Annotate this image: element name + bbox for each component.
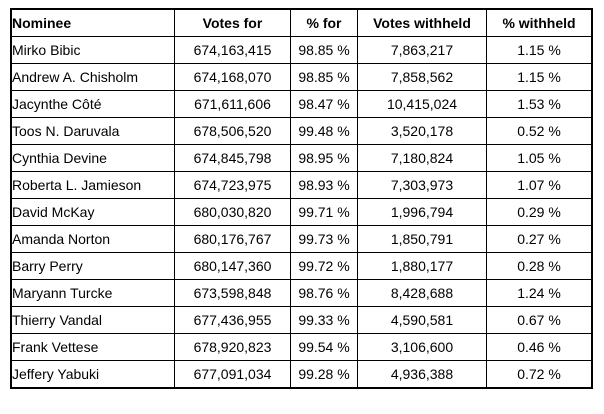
column-header-pct_for: % for [290, 8, 358, 37]
cell-votes_withheld: 10,415,024 [357, 90, 487, 118]
cell-votes_withheld: 7,863,217 [357, 36, 487, 64]
table-header: Nominee Votes for% for Votes withheld% wit… [10, 8, 593, 37]
cell-nominee: Jacynthe Côté [10, 90, 175, 118]
cell-pct_withheld: 0.28 % [486, 252, 593, 280]
table-row: Toos N. Daruvala 678,506,520 99.48 % 3,520,… [10, 117, 593, 145]
cell-votes_for: 680,176,767 [174, 225, 291, 253]
cell-pct_withheld: 0.67 % [486, 306, 593, 334]
table-body: Mirko Bibic 674,163,415 98.85 % 7,863,217 1.… [10, 36, 593, 389]
cell-votes_for: 680,030,820 [174, 198, 291, 226]
cell-nominee: Mirko Bibic [10, 36, 175, 64]
cell-votes_withheld: 7,303,973 [357, 171, 487, 199]
cell-votes_withheld: 1,850,791 [357, 225, 487, 253]
cell-votes_withheld: 4,590,581 [357, 306, 487, 334]
cell-votes_withheld: 7,858,562 [357, 63, 487, 91]
table-row: Jacynthe Côté 671,611,606 98.47 % 10,415,02… [10, 90, 593, 118]
cell-pct_for: 99.72 % [290, 252, 358, 280]
voting-results-table: Nominee Votes for% for Votes withheld% wit… [10, 8, 593, 389]
cell-pct_for: 98.85 % [290, 36, 358, 64]
cell-nominee: Maryann Turcke [10, 279, 175, 307]
cell-votes_withheld: 3,106,600 [357, 333, 487, 361]
cell-pct_withheld: 0.52 % [486, 117, 593, 145]
cell-nominee: Toos N. Daruvala [10, 117, 175, 145]
cell-nominee: Roberta L. Jamieson [10, 171, 175, 199]
cell-votes_withheld: 1,996,794 [357, 198, 487, 226]
cell-votes_for: 674,723,975 [174, 171, 291, 199]
cell-votes_for: 677,436,955 [174, 306, 291, 334]
table-row: Thierry Vandal 677,436,955 99.33 % 4,590,58… [10, 306, 593, 334]
table-row: Mirko Bibic 674,163,415 98.85 % 7,863,217 1.… [10, 36, 593, 64]
cell-pct_withheld: 1.15 % [486, 63, 593, 91]
cell-pct_withheld: 0.46 % [486, 333, 593, 361]
cell-nominee: Barry Perry [10, 252, 175, 280]
cell-votes_for: 680,147,360 [174, 252, 291, 280]
cell-pct_for: 98.95 % [290, 144, 358, 172]
column-header-votes_for: Votes for [174, 8, 291, 37]
table-row: Jeffery Yabuki 677,091,034 99.28 % 4,936,38… [10, 360, 593, 389]
cell-votes_withheld: 7,180,824 [357, 144, 487, 172]
cell-votes_for: 678,920,823 [174, 333, 291, 361]
cell-pct_withheld: 0.27 % [486, 225, 593, 253]
cell-votes_withheld: 1,880,177 [357, 252, 487, 280]
cell-pct_withheld: 0.72 % [486, 360, 593, 389]
cell-pct_for: 98.47 % [290, 90, 358, 118]
cell-nominee: David McKay [10, 198, 175, 226]
cell-pct_for: 99.73 % [290, 225, 358, 253]
cell-votes_for: 678,506,520 [174, 117, 291, 145]
cell-pct_for: 99.48 % [290, 117, 358, 145]
cell-pct_withheld: 1.24 % [486, 279, 593, 307]
cell-votes_withheld: 8,428,688 [357, 279, 487, 307]
column-header-pct_withheld: % withheld [486, 8, 593, 37]
table-row: Barry Perry 680,147,360 99.72 % 1,880,177 0.… [10, 252, 593, 280]
header-row: Nominee Votes for% for Votes withheld% wit… [10, 8, 593, 37]
column-header-votes_withheld: Votes withheld [357, 8, 487, 37]
cell-pct_for: 99.54 % [290, 333, 358, 361]
table-row: Maryann Turcke 673,598,848 98.76 % 8,428,68… [10, 279, 593, 307]
cell-nominee: Andrew A. Chisholm [10, 63, 175, 91]
cell-votes_for: 677,091,034 [174, 360, 291, 389]
cell-votes_withheld: 3,520,178 [357, 117, 487, 145]
cell-pct_for: 98.93 % [290, 171, 358, 199]
cell-votes_for: 674,168,070 [174, 63, 291, 91]
cell-nominee: Frank Vettese [10, 333, 175, 361]
cell-pct_withheld: 1.15 % [486, 36, 593, 64]
page: { "colors": { "background": "#ffffff", "… [0, 8, 604, 414]
cell-votes_for: 674,163,415 [174, 36, 291, 64]
table-row: Amanda Norton 680,176,767 99.73 % 1,850,791… [10, 225, 593, 253]
cell-pct_for: 99.71 % [290, 198, 358, 226]
table-row: David McKay 680,030,820 99.71 % 1,996,794 0.… [10, 198, 593, 226]
column-header-nominee: Nominee [10, 8, 175, 37]
cell-votes_withheld: 4,936,388 [357, 360, 487, 389]
cell-votes_for: 674,845,798 [174, 144, 291, 172]
cell-pct_for: 98.85 % [290, 63, 358, 91]
table-row: Andrew A. Chisholm 674,168,070 98.85 % 7,85… [10, 63, 593, 91]
table-row: Roberta L. Jamieson 674,723,975 98.93 % 7,3… [10, 171, 593, 199]
cell-pct_for: 98.76 % [290, 279, 358, 307]
cell-pct_withheld: 1.53 % [486, 90, 593, 118]
cell-nominee: Cynthia Devine [10, 144, 175, 172]
cell-nominee: Thierry Vandal [10, 306, 175, 334]
cell-pct_withheld: 1.07 % [486, 171, 593, 199]
cell-nominee: Amanda Norton [10, 225, 175, 253]
cell-pct_for: 99.28 % [290, 360, 358, 389]
cell-votes_for: 671,611,606 [174, 90, 291, 118]
cell-nominee: Jeffery Yabuki [10, 360, 175, 389]
cell-pct_withheld: 0.29 % [486, 198, 593, 226]
table-row: Cynthia Devine 674,845,798 98.95 % 7,180,82… [10, 144, 593, 172]
table-row: Frank Vettese 678,920,823 99.54 % 3,106,600… [10, 333, 593, 361]
cell-pct_withheld: 1.05 % [486, 144, 593, 172]
cell-votes_for: 673,598,848 [174, 279, 291, 307]
cell-pct_for: 99.33 % [290, 306, 358, 334]
